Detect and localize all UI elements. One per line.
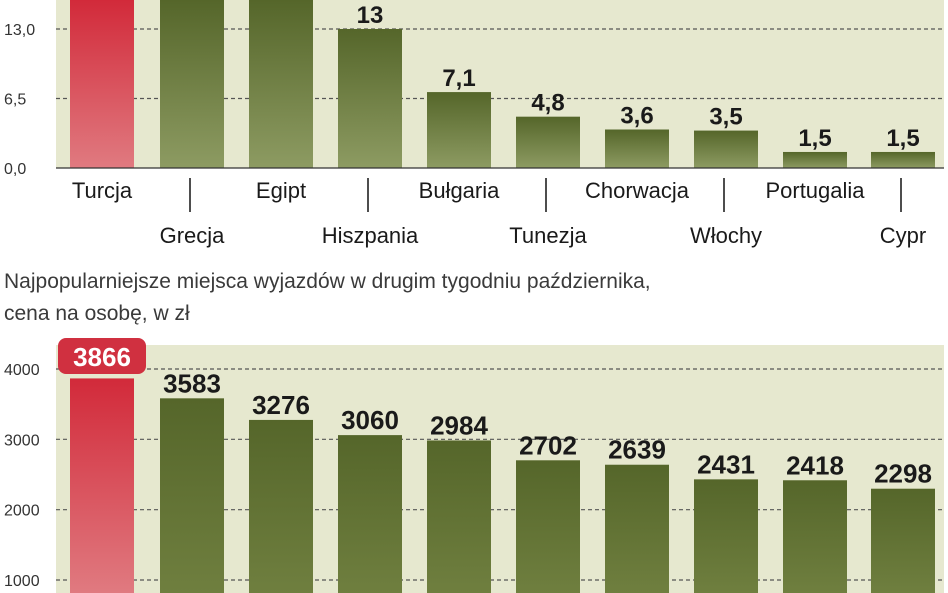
top-bar [160,0,224,168]
top-data-label: 1,5 [798,125,831,152]
bottom-bar [694,479,758,593]
top-bar [871,151,935,168]
bottom-data-label: 3276 [252,390,310,420]
top-data-label: 1,5 [886,125,919,152]
bottom-data-label: 2431 [697,449,755,479]
top-category-label: Tunezja [509,223,587,248]
bottom-bar [783,480,847,593]
bottom-ytick-label: 4000 [4,362,40,379]
bottom-chart-title-line-2: cena na osobę, w zł [4,302,190,325]
top-data-label: 13 [357,2,384,29]
bottom-data-label: 2984 [430,410,488,440]
top-data-label: 7,1 [442,65,475,92]
top-bar [516,116,580,168]
top-data-label: 4,8 [531,90,564,117]
bottom-bar [871,488,935,593]
top-data-label: 3,5 [709,104,742,131]
top-bar [249,0,313,168]
bottom-ytick-label: 3000 [4,432,40,449]
bottom-data-label: 3060 [341,405,399,435]
top-bar-chart: 0,0 6,5 13,0 13 7,1 4,8 3,6 3,5 1,5 1,5 Turcja Grec… [4,0,944,248]
top-bar [70,0,134,168]
top-ytick-label: 6,5 [4,92,26,109]
bottom-data-label: 3866 [73,342,131,372]
top-category-label: Hiszpania [322,223,419,248]
bottom-data-label: 2702 [519,430,577,460]
top-category-label: Portugalia [765,178,865,203]
bottom-bar [427,440,491,593]
bottom-ytick-label: 2000 [4,503,40,520]
top-category-label: Chorwacja [585,178,690,203]
top-ytick-label: 0,0 [4,161,26,178]
top-ytick-label: 13,0 [4,22,35,39]
bottom-bar [160,398,224,593]
bottom-highlight-label-box [58,338,146,374]
bottom-bar [249,419,313,593]
top-bar [783,151,847,168]
top-category-label: Włochy [690,223,762,248]
bottom-bar [338,435,402,593]
bottom-data-label: 2639 [608,435,666,465]
top-category-label: Bułgaria [419,178,500,203]
bottom-chart-title-line-1: Najpopularniejsze miejsca wyjazdów w dru… [4,270,651,293]
top-category-label: Egipt [256,178,306,203]
bottom-bar [605,464,669,593]
top-category-label: Cypr [880,223,926,248]
bottom-data-label: 2298 [874,459,932,489]
bottom-ytick-label: 1000 [4,573,40,590]
top-bar [605,129,669,168]
bottom-chart-title: Najpopularniejsze miejsca wyjazdów w dru… [4,266,864,330]
top-bar [338,29,402,168]
top-bar [694,130,758,168]
top-category-label: Grecja [160,223,226,248]
top-category-label: Turcja [72,178,133,203]
bottom-data-label: 2418 [786,450,844,480]
bottom-bar [516,460,580,593]
bottom-bar [70,378,134,593]
top-data-label: 3,6 [620,103,653,130]
top-bar [427,92,491,168]
bottom-data-label: 3583 [163,368,221,398]
